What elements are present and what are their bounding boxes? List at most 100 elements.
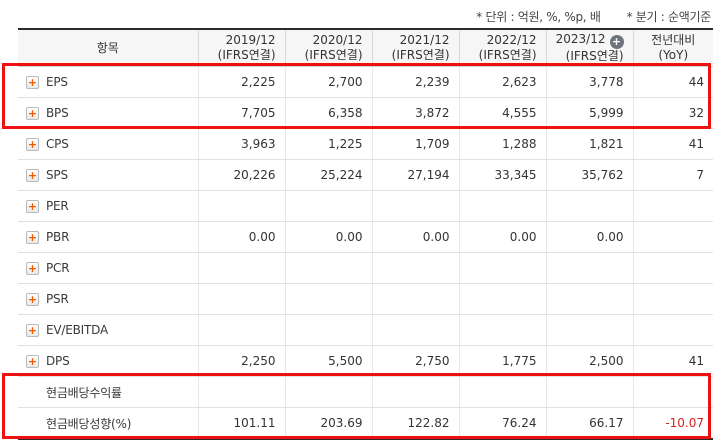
value-cell: 0.00 [284, 221, 372, 253]
value-cell: 1,288 [458, 128, 546, 160]
value-cell: 35,762 [545, 159, 633, 191]
table-row: + 현금배당수익률 [18, 376, 713, 408]
expand-plus-icon[interactable]: + [26, 106, 39, 120]
row-label: PCR [46, 261, 70, 275]
value-cell: 0.00 [458, 221, 546, 253]
value-cell: 5,500 [284, 345, 372, 377]
yoy-cell: 44 [632, 66, 713, 98]
value-cell: 0.00 [197, 221, 285, 253]
value-cell: 2,239 [371, 66, 459, 98]
row-label: SPS [46, 168, 68, 182]
table-row: + DPS 2,250 5,500 2,750 1,775 2,500 41 [18, 345, 713, 377]
value-cell: 27,194 [371, 159, 459, 191]
value-cell: 101.11 [197, 407, 285, 439]
value-cell [545, 376, 633, 408]
value-cell: 203.69 [284, 407, 372, 439]
expand-plus-icon[interactable]: + [26, 323, 39, 337]
column-header-2020: 2020/12 (IFRS연결) [284, 29, 372, 67]
value-cell [458, 376, 546, 408]
value-cell: 3,778 [545, 66, 633, 98]
value-cell: 0.00 [371, 221, 459, 253]
expand-plus-icon[interactable]: + [26, 199, 39, 213]
expand-plus-icon[interactable]: + [26, 292, 39, 306]
table-row: + PSR [18, 283, 713, 315]
value-cell [545, 283, 633, 315]
table-row: + BPS 7,705 6,358 3,872 4,555 5,999 32 [18, 97, 713, 129]
value-cell [197, 376, 285, 408]
table-row: + PBR 0.00 0.00 0.00 0.00 0.00 [18, 221, 713, 253]
row-label: DPS [46, 354, 70, 368]
table-row: + PCR [18, 252, 713, 284]
value-cell [284, 376, 372, 408]
value-cell [197, 252, 285, 284]
table-row: + EPS 2,225 2,700 2,239 2,623 3,778 44 [18, 66, 713, 98]
value-cell [545, 190, 633, 222]
expand-plus-icon[interactable]: + [26, 168, 39, 182]
value-cell: 2,250 [197, 345, 285, 377]
value-cell [458, 314, 546, 346]
row-label: PER [46, 199, 69, 213]
column-header-2022: 2022/12 (IFRS연결) [458, 29, 546, 67]
row-label: 현금배당성향(%) [46, 416, 132, 431]
value-cell [458, 190, 546, 222]
yoy-cell: -10.07 [632, 407, 713, 439]
value-cell [371, 252, 459, 284]
value-cell: 2,225 [197, 66, 285, 98]
header-row: 항목 2019/12 (IFRS연결) 2020/12 (IFRS연결) 202… [18, 29, 713, 67]
value-cell [371, 314, 459, 346]
yoy-cell [632, 252, 713, 284]
table-row: + CPS 3,963 1,225 1,709 1,288 1,821 41 [18, 128, 713, 160]
value-cell: 122.82 [371, 407, 459, 439]
value-cell: 66.17 [545, 407, 633, 439]
column-header-2019: 2019/12 (IFRS연결) [197, 29, 285, 67]
value-cell [284, 190, 372, 222]
row-label: 현금배당수익률 [46, 385, 122, 400]
column-header-yoy: 전년대비 (YoY) [632, 29, 713, 67]
value-cell: 0.00 [545, 221, 633, 253]
value-cell [458, 283, 546, 315]
row-label: BPS [46, 106, 69, 120]
expand-plus-icon[interactable]: + [26, 75, 39, 89]
table-row: + SPS 20,226 25,224 27,194 33,345 35,762… [18, 159, 713, 191]
financial-ratio-table: 항목 2019/12 (IFRS연결) 2020/12 (IFRS연결) 202… [18, 28, 713, 440]
unit-note: * 단위 : 억원, %, %p, 배 [476, 10, 601, 24]
value-cell [371, 283, 459, 315]
yoy-cell [632, 283, 713, 315]
value-cell: 76.24 [458, 407, 546, 439]
value-cell [545, 314, 633, 346]
value-cell: 2,500 [545, 345, 633, 377]
value-cell: 1,709 [371, 128, 459, 160]
column-header-2023: 2023/12 + (IFRS연결) [545, 29, 633, 67]
value-cell [371, 190, 459, 222]
table-footnotes: * 단위 : 억원, %, %p, 배 * 분기 : 순액기준 [476, 8, 711, 25]
value-cell: 7,705 [197, 97, 285, 129]
value-cell [284, 283, 372, 315]
value-cell: 25,224 [284, 159, 372, 191]
value-cell: 4,555 [458, 97, 546, 129]
add-column-icon[interactable]: + [609, 35, 624, 49]
value-cell: 2,623 [458, 66, 546, 98]
yoy-cell [632, 190, 713, 222]
value-cell [197, 283, 285, 315]
value-cell: 20,226 [197, 159, 285, 191]
expand-plus-icon[interactable]: + [26, 261, 39, 275]
row-label: EPS [46, 75, 68, 89]
yoy-cell: 41 [632, 345, 713, 377]
value-cell [371, 376, 459, 408]
expand-plus-icon[interactable]: + [26, 230, 39, 244]
row-label: CPS [46, 137, 69, 151]
column-header-item: 항목 [18, 29, 198, 67]
yoy-cell [632, 314, 713, 346]
value-cell [458, 252, 546, 284]
expand-plus-icon[interactable]: + [26, 137, 39, 151]
value-cell: 1,225 [284, 128, 372, 160]
value-cell: 2,700 [284, 66, 372, 98]
value-cell: 3,963 [197, 128, 285, 160]
yoy-cell: 41 [632, 128, 713, 160]
row-label: PSR [46, 292, 69, 306]
value-cell: 2,750 [371, 345, 459, 377]
value-cell [197, 314, 285, 346]
yoy-cell: 32 [632, 97, 713, 129]
expand-plus-icon[interactable]: + [26, 354, 39, 368]
value-cell [545, 252, 633, 284]
